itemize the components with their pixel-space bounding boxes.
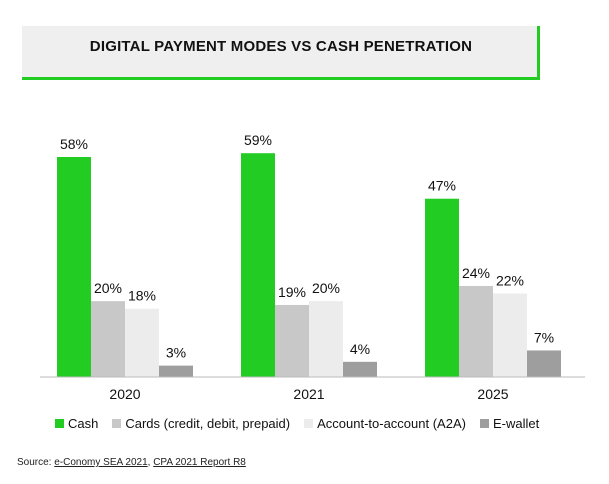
bar-e-wallet-2025 (527, 350, 561, 377)
legend-swatch-a2a (304, 419, 314, 428)
legend-swatch-ewallet (479, 419, 489, 428)
data-label-cards-credit-debit-prepaid-2021: 19% (278, 284, 306, 300)
bar-cards-credit-debit-prepaid-2025 (459, 285, 493, 377)
bar-chart: 58% 20% 18% 3% 2020 59% 19% 20% 4% 2021 47% 24% 22% 7… (40, 132, 585, 402)
legend-label-cash: Cash (68, 416, 99, 431)
source-link-economy-sea[interactable]: e-Conomy SEA 2021 (54, 457, 148, 468)
source-separator: , (147, 457, 154, 468)
legend-item-ewallet: E-wallet (479, 416, 540, 431)
data-label-e-wallet-2021: 4% (350, 341, 370, 357)
x-tick-label-2021: 2021 (293, 386, 324, 402)
bar-cards-credit-debit-prepaid-2020 (91, 301, 125, 377)
legend-swatch-cash (55, 419, 64, 428)
title-accent-bottom (22, 77, 540, 80)
data-label-e-wallet-2020: 3% (166, 345, 186, 361)
legend-item-cash: Cash (55, 416, 98, 431)
bar-cards-credit-debit-prepaid-2021 (275, 304, 309, 377)
legend-label-ewallet: E-wallet (492, 416, 540, 431)
data-label-account-to-account-a2a-2021: 20% (312, 280, 340, 296)
title-accent-right (537, 26, 540, 80)
legend-item-a2a: Account-to-account (A2A) (304, 416, 466, 431)
bar-cash-2025 (425, 198, 459, 377)
source-link-cpa-report[interactable]: CPA 2021 Report R8 (153, 457, 246, 468)
x-tick-label-2020: 2020 (109, 386, 140, 402)
bar-account-to-account-a2a-2025 (493, 293, 527, 377)
data-label-cards-credit-debit-prepaid-2020: 20% (94, 280, 122, 296)
legend: Cash Cards (credit, debit, prepaid) Acco… (55, 416, 553, 431)
data-label-cash-2025: 47% (428, 178, 456, 194)
bar-account-to-account-a2a-2020 (125, 308, 159, 377)
bar-e-wallet-2020 (159, 365, 193, 377)
x-tick-label-2025: 2025 (477, 386, 508, 402)
legend-swatch-cards (112, 419, 122, 428)
source-note: Source: e-Conomy SEA 2021, CPA 2021 Repo… (17, 457, 246, 468)
legend-label-cards: Cards (credit, debit, prepaid) (125, 416, 291, 431)
bar-e-wallet-2021 (343, 361, 377, 377)
title-box: DIGITAL PAYMENT MODES VS CASH PENETRATIO… (22, 26, 540, 80)
chart-title: DIGITAL PAYMENT MODES VS CASH PENETRATIO… (89, 38, 473, 55)
data-label-e-wallet-2025: 7% (534, 329, 554, 345)
legend-item-cards: Cards (credit, debit, prepaid) (112, 416, 290, 431)
data-label-cash-2020: 58% (60, 136, 88, 152)
data-label-cash-2021: 59% (244, 132, 272, 148)
source-prefix: Source: (17, 457, 55, 468)
legend-label-a2a: Account-to-account (A2A) (317, 416, 466, 431)
data-label-account-to-account-a2a-2025: 22% (496, 273, 524, 289)
bar-cash-2020 (57, 157, 91, 377)
data-label-cards-credit-debit-prepaid-2025: 24% (462, 265, 490, 281)
bar-account-to-account-a2a-2021 (309, 301, 343, 377)
data-label-account-to-account-a2a-2020: 18% (128, 288, 156, 304)
bar-cash-2021 (241, 153, 275, 377)
